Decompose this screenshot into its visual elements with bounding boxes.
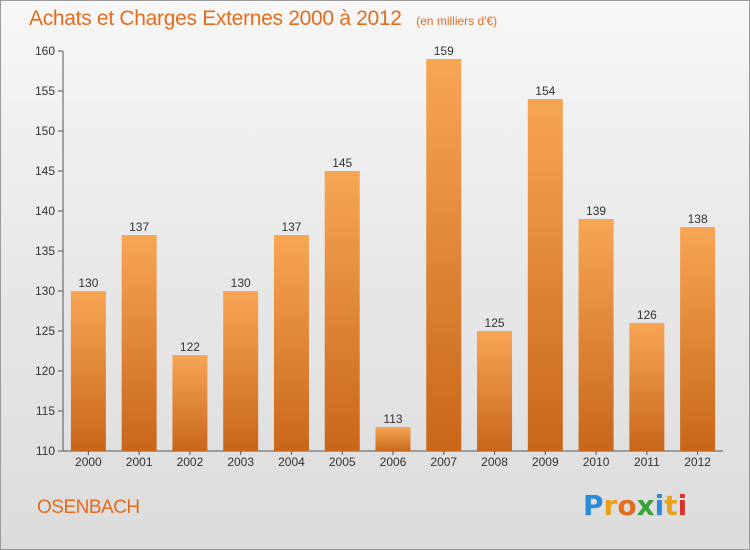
y-tick-label: 135: [35, 244, 55, 258]
chart-bars: [70, 59, 716, 451]
bar-2004: [273, 235, 309, 451]
data-label-2001: 137: [129, 220, 149, 234]
y-tick-label: 110: [36, 444, 55, 458]
bar-2011: [629, 323, 665, 451]
logo-letter: i: [677, 489, 688, 522]
data-label-2009: 154: [535, 84, 555, 98]
bar-2002: [172, 355, 208, 451]
x-tick-label: 2003: [227, 455, 254, 469]
x-tick-label: 2004: [278, 455, 305, 469]
x-tick-label: 2008: [481, 455, 508, 469]
data-label-2010: 139: [586, 204, 606, 218]
data-label-2005: 145: [332, 156, 352, 170]
y-tick-label: 160: [35, 44, 55, 58]
x-tick-label: 2006: [380, 455, 407, 469]
bar-2005: [324, 171, 360, 451]
y-tick-label: 125: [35, 324, 55, 338]
bar-2008: [477, 331, 513, 451]
bar-2006: [375, 427, 411, 451]
data-label-2004: 137: [281, 220, 301, 234]
logo-letter: r: [603, 489, 618, 522]
bar-2003: [223, 291, 259, 451]
x-tick-label: 2010: [583, 455, 610, 469]
data-label-2012: 138: [688, 212, 708, 226]
data-label-2000: 130: [78, 276, 98, 290]
data-label-2008: 125: [485, 316, 505, 330]
x-tick-label: 2007: [430, 455, 457, 469]
data-label-2006: 113: [383, 412, 402, 426]
logo-letter: o: [617, 489, 637, 522]
bar-2007: [426, 59, 462, 451]
bar-2012: [680, 227, 716, 451]
y-tick-label: 115: [36, 404, 55, 418]
data-label-2003: 130: [231, 276, 251, 290]
chart-header: Achats et Charges Externes 2000 à 2012 (…: [29, 7, 497, 31]
data-label-2007: 159: [434, 44, 454, 58]
city-name: OSENBACH: [37, 497, 140, 518]
logo-letter: i: [654, 489, 665, 522]
x-tick-label: 2011: [634, 455, 660, 469]
logo-letter: P: [583, 489, 604, 522]
chart-subtitle: (en milliers d'€): [416, 14, 498, 28]
bar-2000: [70, 291, 106, 451]
y-tick-label: 150: [35, 124, 55, 138]
y-tick-label: 155: [35, 84, 55, 98]
x-tick-label: 2002: [177, 455, 204, 469]
proxiti-logo: Proxiti: [583, 489, 687, 522]
data-label-2002: 122: [180, 340, 200, 354]
logo-letter: t: [664, 489, 678, 522]
y-tick-label: 120: [35, 364, 55, 378]
x-tick-label: 2009: [532, 455, 559, 469]
x-tick-label: 2005: [329, 455, 356, 469]
bar-2009: [527, 99, 563, 451]
data-label-2011: 126: [637, 308, 657, 322]
bar-2010: [578, 219, 614, 451]
y-tick-label: 145: [35, 164, 55, 178]
logo-letter: x: [636, 489, 655, 522]
chart-title: Achats et Charges Externes 2000 à 2012: [29, 7, 402, 30]
x-tick-label: 2012: [684, 455, 711, 469]
y-tick-label: 130: [35, 284, 55, 298]
bar-2001: [121, 235, 157, 451]
x-tick-label: 2001: [126, 455, 153, 469]
x-tick-label: 2000: [75, 455, 102, 469]
chart-labels: 130 137 122 130 137 145 113 159 125 154 139 126 138: [78, 44, 708, 426]
y-tick-label: 140: [35, 204, 55, 218]
